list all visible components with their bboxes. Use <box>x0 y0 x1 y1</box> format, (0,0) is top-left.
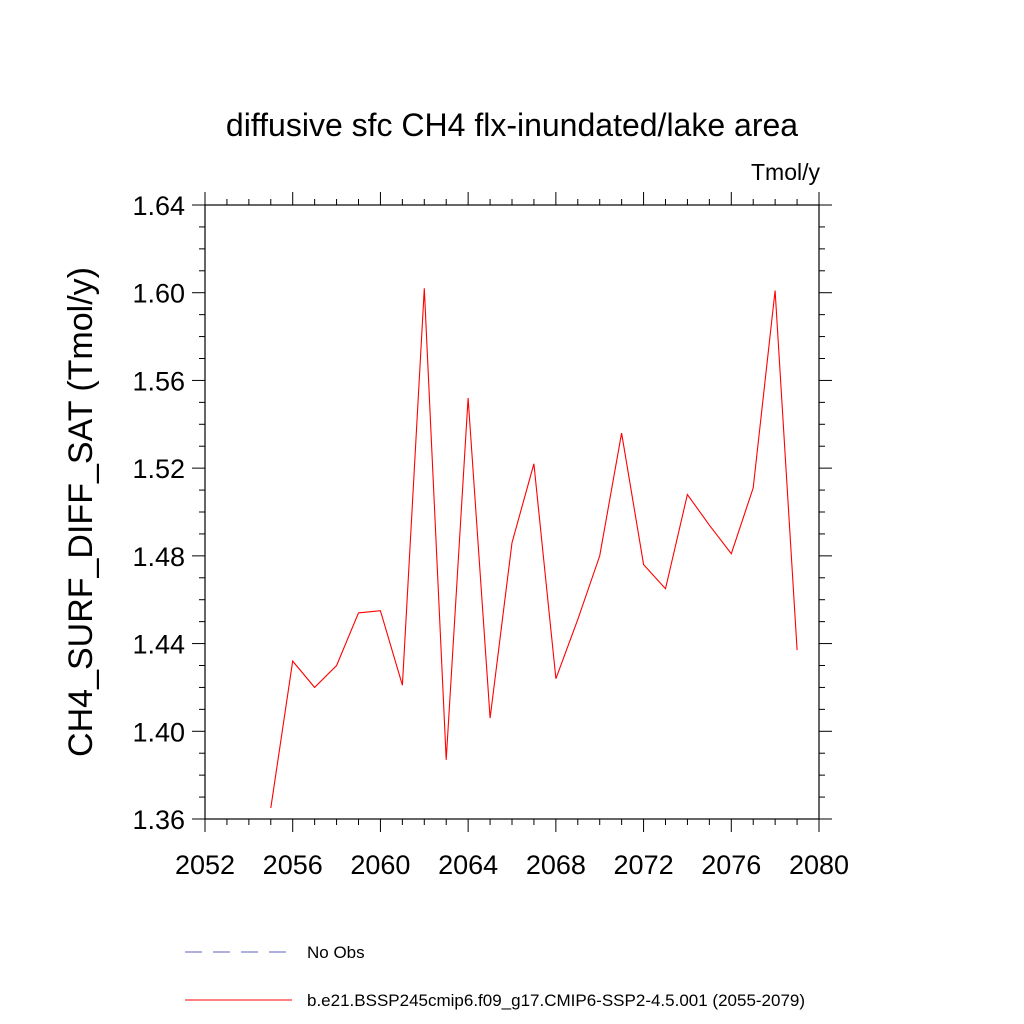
x-tick-labels: 2052 2056 2060 2064 2068 2072 2076 2080 <box>175 850 849 880</box>
plot-frame <box>204 204 820 820</box>
axis-ticks <box>192 192 832 832</box>
x-tick-label: 2072 <box>614 850 674 880</box>
y-tick-label: 1.40 <box>132 717 185 747</box>
y-tick-label: 1.56 <box>132 366 185 396</box>
x-tick-label: 2076 <box>701 850 761 880</box>
legend-label: b.e21.BSSP245cmip6.f09_g17.CMIP6-SSP2-4.… <box>307 991 805 1010</box>
x-tick-label: 2056 <box>263 850 323 880</box>
chart-title: diffusive sfc CH4 flx-inundated/lake are… <box>226 107 798 143</box>
y-tick-label: 1.44 <box>132 630 185 660</box>
y-tick-label: 1.52 <box>132 454 185 484</box>
x-tick-label: 2060 <box>350 850 410 880</box>
y-tick-label: 1.48 <box>132 542 185 572</box>
y-tick-label: 1.60 <box>132 279 185 309</box>
y-tick-label: 1.64 <box>132 191 185 221</box>
series-line <box>270 288 798 809</box>
x-tick-label: 2068 <box>526 850 586 880</box>
legend-label: No Obs <box>307 943 365 962</box>
y-axis-label: CH4_SURF_DIFF_SAT (Tmol/y) <box>62 267 100 757</box>
x-tick-label: 2052 <box>175 850 235 880</box>
units-label: Tmol/y <box>751 159 821 185</box>
x-tick-label: 2064 <box>438 850 498 880</box>
x-tick-label: 2080 <box>789 850 849 880</box>
y-tick-label: 1.36 <box>132 805 185 835</box>
y-tick-labels: 1.36 1.40 1.44 1.48 1.52 1.56 1.60 1.64 <box>132 191 185 835</box>
legend: No Obs b.e21.BSSP245cmip6.f09_g17.CMIP6-S… <box>185 943 805 1010</box>
series-lines <box>270 288 798 809</box>
